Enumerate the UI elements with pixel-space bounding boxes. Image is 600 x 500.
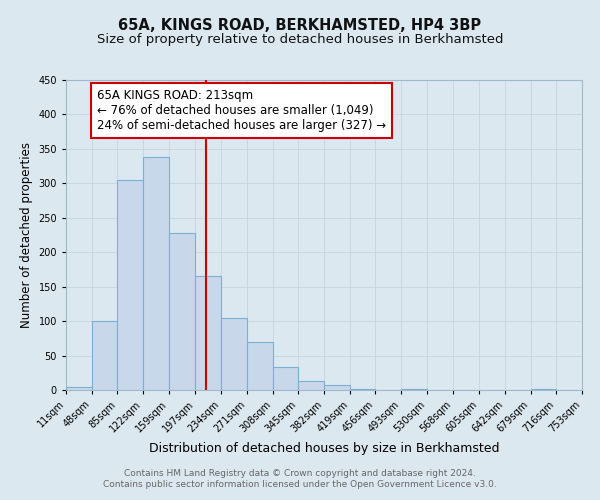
Y-axis label: Number of detached properties: Number of detached properties: [20, 142, 33, 328]
Bar: [221, 318, 247, 390]
Bar: [324, 385, 350, 390]
Text: 65A, KINGS ROAD, BERKHAMSTED, HP4 3BP: 65A, KINGS ROAD, BERKHAMSTED, HP4 3BP: [118, 18, 482, 32]
Bar: [118, 180, 143, 390]
Text: Size of property relative to detached houses in Berkhamsted: Size of property relative to detached ho…: [97, 32, 503, 46]
Bar: [247, 342, 272, 390]
X-axis label: Distribution of detached houses by size in Berkhamsted: Distribution of detached houses by size …: [149, 442, 499, 456]
Bar: [272, 368, 298, 390]
Text: Contains HM Land Registry data © Crown copyright and database right 2024.: Contains HM Land Registry data © Crown c…: [124, 468, 476, 477]
Bar: [350, 388, 376, 390]
Bar: [66, 386, 92, 390]
Bar: [298, 381, 324, 390]
Bar: [169, 233, 194, 390]
Bar: [143, 157, 169, 390]
Bar: [196, 276, 221, 390]
Bar: [92, 321, 118, 390]
Text: Contains public sector information licensed under the Open Government Licence v3: Contains public sector information licen…: [103, 480, 497, 489]
Text: 65A KINGS ROAD: 213sqm
← 76% of detached houses are smaller (1,049)
24% of semi-: 65A KINGS ROAD: 213sqm ← 76% of detached…: [97, 90, 386, 132]
